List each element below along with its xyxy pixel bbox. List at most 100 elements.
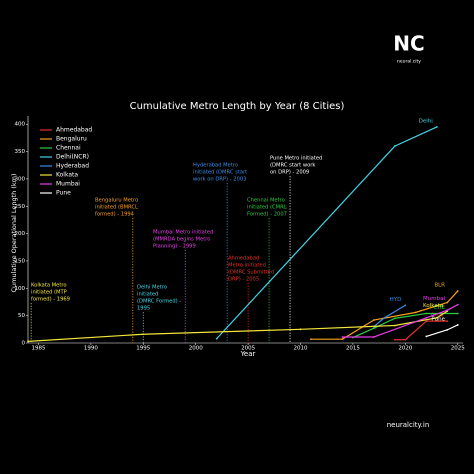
y-tick-label: 150 [15,258,26,264]
series-point [27,340,29,343]
series-point [393,317,396,320]
annotation-text: formed) - 1994 [95,212,135,218]
series-point [425,316,428,319]
series-point [456,324,459,326]
series-point [310,338,312,341]
end-label: CHE [434,305,446,311]
x-axis-label: Year [240,350,256,358]
end-label: Pune [431,316,445,322]
y-tick-label: 350 [15,149,26,155]
annotation-text: Formed) - 2007 [247,212,287,218]
annotation-text: DRP) - 2005 [228,277,259,283]
annotation-text: work on DRP) - 2003 [193,177,246,183]
series-point [341,338,344,341]
series-point [425,320,428,323]
series-point [404,338,407,341]
series-point [373,327,375,330]
annotation-text: (DMRC Formed) - [137,299,181,305]
x-tick-label: 2015 [346,346,360,352]
series-point [456,303,459,306]
legend-label: Mumbai [56,181,80,188]
annotation-text: initiated (BMRCL [95,205,138,211]
annotation-text: Hyderabad Metro [193,163,238,169]
annotation-text: Pune Metro initiated [270,156,322,162]
annotation-text: (DMRC start work [270,163,315,169]
annotation-text: Bengaluru Metro [95,198,138,204]
legend-label: Chennai [56,145,81,152]
legend-label: Bengaluru [56,136,87,143]
series-point [456,290,459,292]
series-point [456,312,459,315]
end-label: Kolkata [423,303,443,309]
annotation-text: (DMRC Submitted [228,270,274,276]
series-line [27,310,448,342]
series-point [425,312,428,315]
series-point [414,311,417,314]
series-point [299,328,302,331]
x-tick-label: 1985 [31,346,45,352]
y-tick-label: 0 [22,341,26,347]
x-tick-label: 2025 [451,346,465,352]
annotation-text: initiated (MTP [31,290,67,296]
series-point [215,337,218,340]
series-point [393,338,396,341]
series-point [425,335,428,338]
series-point [446,328,449,331]
annotation-text: Mumbai Metro initiated [153,230,213,236]
annotation-text: on DRP) - 2009 [270,170,309,176]
y-tick-label: 250 [15,204,26,210]
series-point [446,301,449,304]
legend-label: Ahmedabad [56,127,92,134]
x-tick-label: 2005 [241,346,255,352]
logo: NC [393,32,424,56]
legend-label: Pune [56,190,71,197]
footer: neuralcity.in [387,421,430,429]
series-point [142,333,145,336]
x-tick-label: 1990 [84,346,98,352]
annotation-text: Planning) - 1999 [153,244,196,250]
y-tick-label: 50 [18,313,25,319]
annotation-text: initiated (CMRL [247,205,287,211]
x-tick-label: 2010 [294,346,308,352]
annotation-text: Metro initiated [228,263,266,269]
end-label: HYD [390,297,402,303]
logo-sub: neural.city [397,59,421,65]
series-point [373,336,375,338]
end-label: BLR [434,283,445,289]
y-tick-label: 100 [15,286,26,292]
series-line [311,290,459,340]
x-tick-label: 2020 [398,346,412,352]
y-tick-label: 400 [15,122,26,128]
series-point [446,309,449,312]
annotation-text: Kolkata Metro [31,283,67,289]
x-tick-label: 1995 [136,346,150,352]
y-tick-label: 300 [15,176,26,182]
end-label: Amd [431,313,444,319]
end-label: Mumbai [423,296,445,302]
legend-label: Delhi(NCR) [56,154,89,161]
series-point [373,319,375,321]
series-point [383,316,386,319]
annotation-text: Ahmedabad [228,256,259,262]
legend-label: Kolkata [56,172,78,179]
series-point [341,336,344,338]
chart-title: Cumulative Metro Length by Year (8 Citie… [130,101,345,112]
x-tick-label: 2000 [189,346,203,352]
series-point [393,145,396,147]
series-point [446,320,449,323]
annotation-text: (MMRDA begins Metro [153,237,210,243]
end-label: Delhi [419,118,434,124]
series-point [435,316,438,319]
series-point [393,324,396,327]
y-tick-label: 200 [15,231,26,237]
annotation-text: initiated [137,292,158,298]
series-point [404,304,407,307]
annotation-text: Chennai Metro [247,198,285,204]
annotation-text: 1995 [137,306,150,312]
annotation-text: formed) - 1969 [31,297,70,303]
y-axis-label: Cumulative Operational Length (km) [10,173,18,292]
legend-label: Hyderabad [56,163,89,170]
series-point [435,126,438,128]
